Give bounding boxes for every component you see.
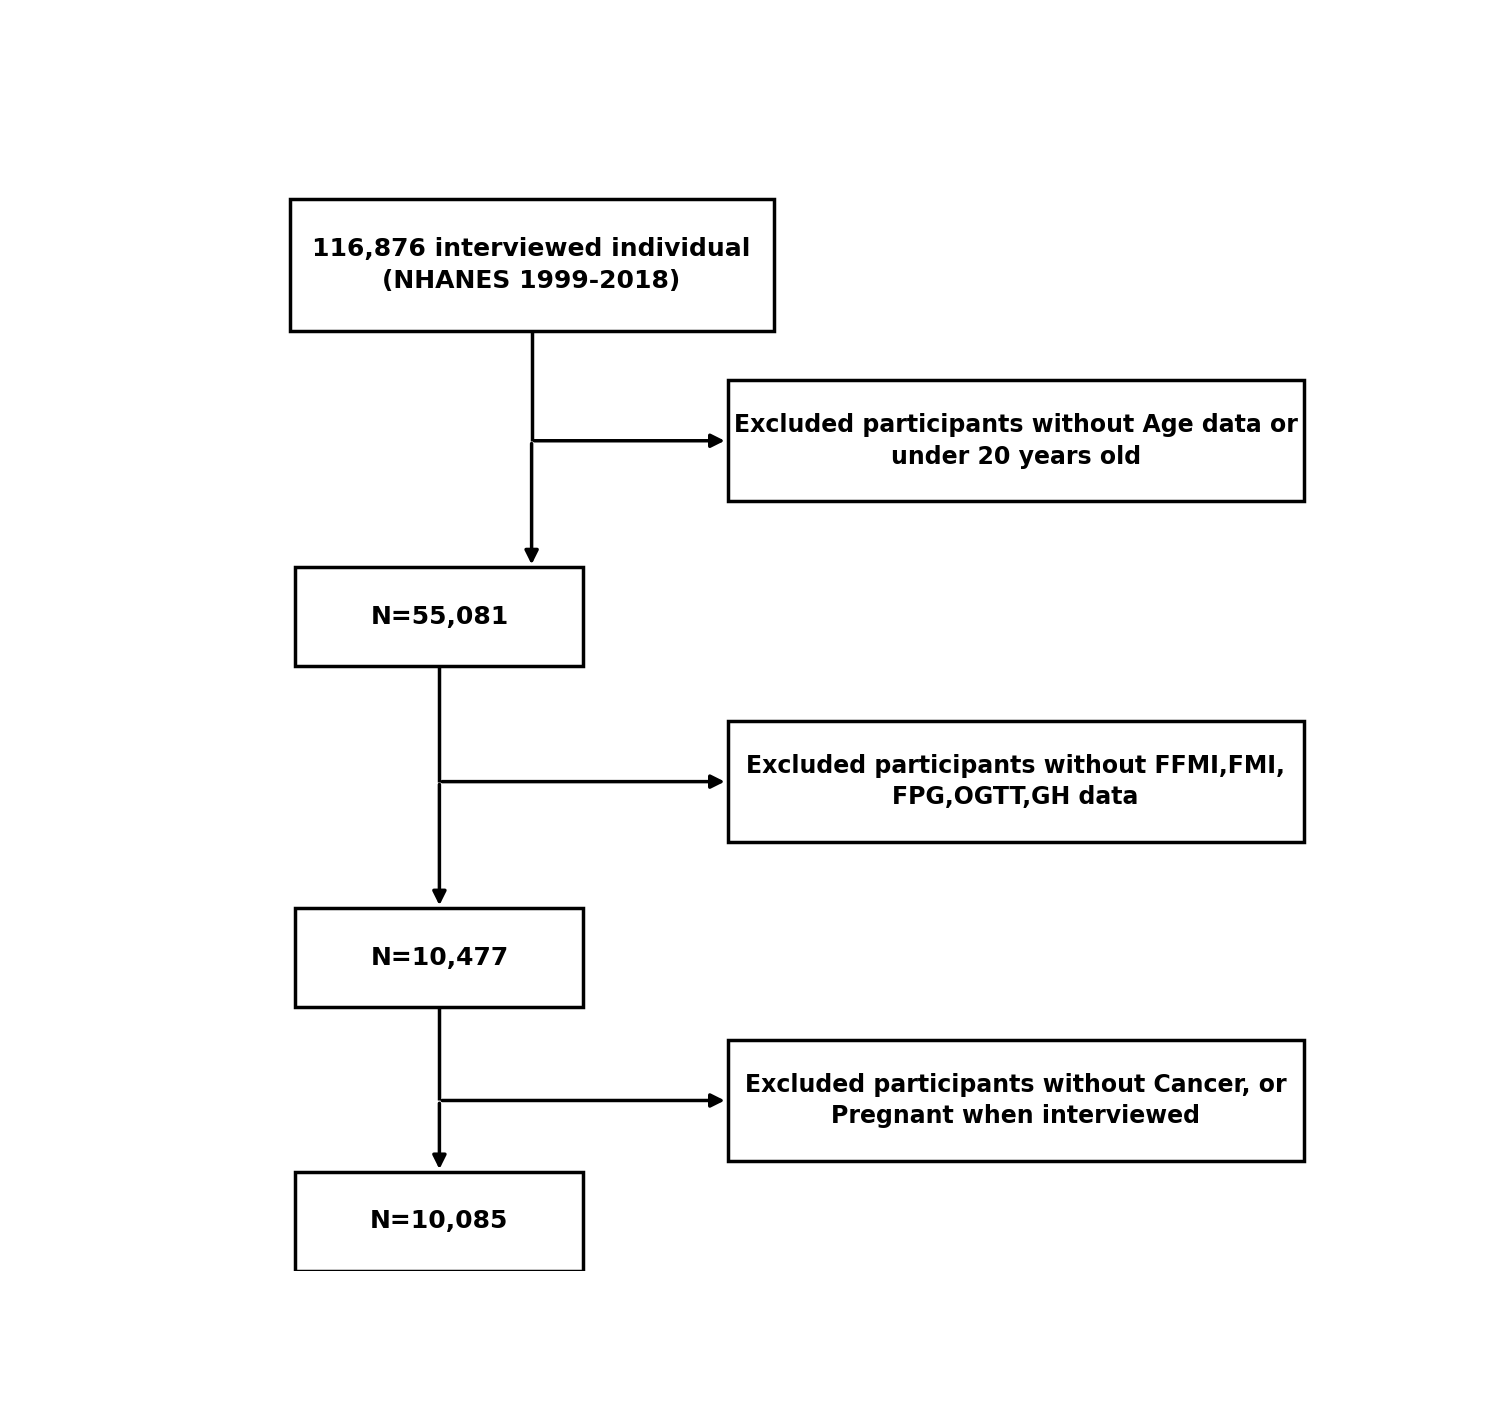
FancyBboxPatch shape — [290, 198, 773, 331]
FancyBboxPatch shape — [727, 380, 1304, 501]
FancyBboxPatch shape — [296, 908, 583, 1007]
Text: Excluded participants without FFMI,FMI,
FPG,OGTT,GH data: Excluded participants without FFMI,FMI, … — [746, 754, 1285, 810]
FancyBboxPatch shape — [727, 721, 1304, 843]
Text: 116,876 interviewed individual
(NHANES 1999-2018): 116,876 interviewed individual (NHANES 1… — [312, 237, 751, 293]
Text: N=55,081: N=55,081 — [370, 604, 509, 628]
Text: Excluded participants without Age data or
under 20 years old: Excluded participants without Age data o… — [733, 413, 1298, 468]
FancyBboxPatch shape — [296, 1172, 583, 1271]
Text: Excluded participants without Cancer, or
Pregnant when interviewed: Excluded participants without Cancer, or… — [745, 1072, 1286, 1128]
Text: N=10,477: N=10,477 — [370, 945, 509, 970]
FancyBboxPatch shape — [296, 567, 583, 665]
Text: N=10,085: N=10,085 — [370, 1210, 509, 1234]
FancyBboxPatch shape — [727, 1040, 1304, 1161]
